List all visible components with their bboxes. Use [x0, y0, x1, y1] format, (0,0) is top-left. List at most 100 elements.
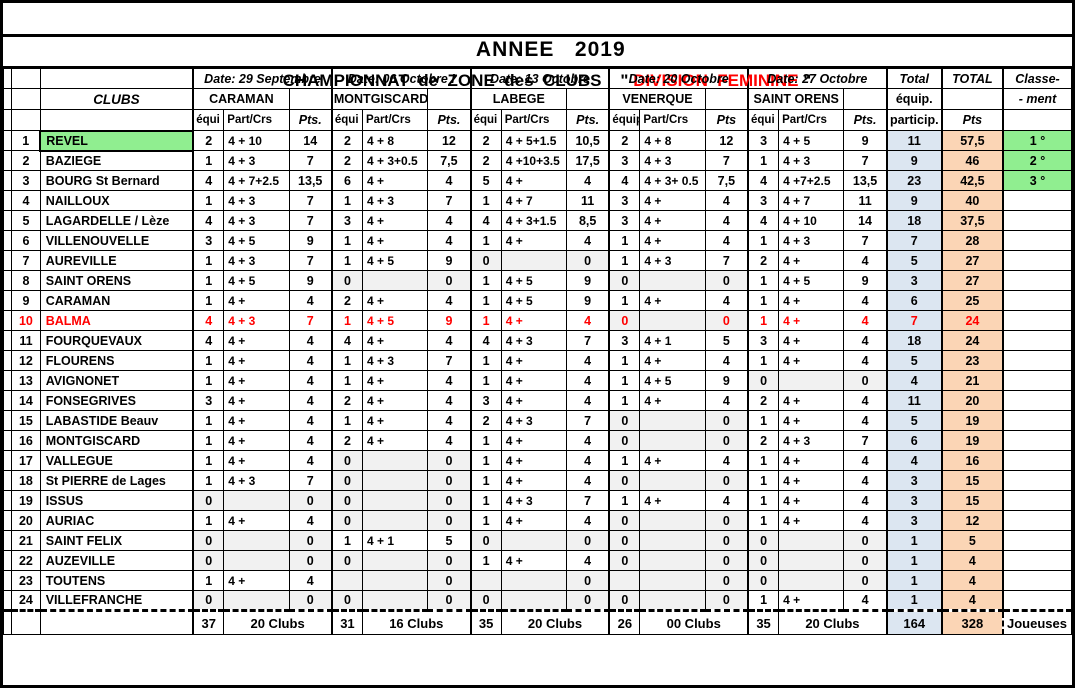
cell-equipes: 1: [469, 290, 502, 311]
results-table: Date: 29 Septembre Date: 06 Octobre I Da…: [2, 66, 1072, 635]
cell-part-crs: [223, 590, 290, 611]
cell-equipes: 2: [330, 130, 363, 151]
cell-pts: 7,5: [704, 170, 749, 191]
subheader-equipes: équi: [747, 109, 780, 131]
cell-pts: 7: [565, 330, 610, 351]
cell-pts: 7: [288, 470, 333, 491]
cell-pts: 0: [288, 490, 333, 511]
cell-part-crs: 4 + 3: [223, 470, 290, 491]
rank-header-line3: [1001, 109, 1072, 131]
club-name: AURIAC: [39, 510, 194, 531]
cell-pts: 4: [843, 510, 888, 531]
cell-pts: 0: [427, 490, 472, 511]
cell-equipes: 0: [608, 310, 641, 331]
footer-clubs-count: 00 Clubs: [639, 609, 749, 635]
cell-equipes: 3: [330, 210, 363, 231]
cell-pts: 4: [288, 370, 333, 391]
row-number: 10: [11, 310, 41, 331]
cell-total-pts: 16: [940, 450, 1004, 471]
cell-part-crs: [223, 530, 290, 551]
cell-part-crs: [361, 470, 429, 491]
subheader-equipes: équi: [469, 109, 502, 131]
cell-part-crs: 4 +7+2.5: [778, 170, 845, 191]
cell-equipes: 4: [192, 170, 225, 191]
cell-total-particip: 7: [885, 230, 943, 251]
cell-part-crs: 4 + 3: [778, 430, 845, 451]
cell-pts: 4: [288, 450, 333, 471]
row-number: 12: [11, 350, 41, 371]
cell-equipes: 0: [747, 370, 780, 391]
cell-equipes: 1: [747, 490, 780, 511]
cell-part-crs: 4 +: [223, 290, 290, 311]
grand-total-header: TOTAL: [940, 67, 1004, 89]
subheader-pts: Pts.: [565, 109, 610, 131]
cell-total-particip: 6: [885, 430, 943, 451]
cell-equipes: 1: [192, 250, 225, 271]
cell-pts: 9: [843, 270, 888, 291]
cell-pts: 4: [565, 230, 610, 251]
cell-pts: 12: [427, 130, 472, 151]
club-name: FOURQUEVAUX: [39, 330, 194, 351]
spacer-cell: [2, 350, 13, 371]
cell-part-crs: [778, 570, 845, 591]
cell-pts: 7: [288, 310, 333, 331]
cell-pts: 4: [427, 370, 472, 391]
cell-pts: 0: [843, 550, 888, 571]
row-number: 2: [11, 150, 41, 171]
cell-equipes: 3: [608, 190, 641, 211]
cell-equipes: 0: [330, 450, 363, 471]
cell-pts: 7: [843, 150, 888, 171]
cell-part-crs: 4 +: [500, 230, 567, 251]
cell-part-crs: 4 + 3: [500, 330, 567, 351]
cell-equipes: 1: [747, 410, 780, 431]
cell-total-pts: 42,5: [940, 170, 1004, 191]
cell-part-crs: [639, 510, 706, 531]
cell-part-crs: 4 +: [361, 210, 429, 231]
cell-total-particip: 5: [885, 410, 943, 431]
spacer-cell: [2, 170, 13, 191]
club-name: BAZIEGE: [39, 150, 194, 171]
club-name: BALMA: [39, 310, 194, 331]
cell-total-particip: 3: [885, 470, 943, 491]
spacer-cell: [2, 490, 13, 511]
subheader-pts: Pts: [704, 109, 749, 131]
cell-total-particip: 1: [885, 530, 943, 551]
cell-part-crs: [639, 410, 706, 431]
cell-pts: 4: [288, 570, 333, 591]
cell-equipes: 1: [330, 410, 363, 431]
table-row: 13 AVIGNONET 1 4 +4 1 4 +4 1 4 +4 1 4 + 5 9 0 0 4 21: [2, 370, 1072, 391]
subtitle-quote-open: ": [620, 71, 634, 90]
cell-pts: 9: [288, 270, 333, 291]
cell-equipes: 1: [608, 370, 641, 391]
subheader-equipes: équi: [192, 109, 225, 131]
table-row: 22 AUZEVILLE 0 0 0 0 1 4 +4 0 0 0 0 1 4: [2, 550, 1072, 571]
cell-total-particip: 3: [885, 510, 943, 531]
cell-pts: 4: [843, 250, 888, 271]
cell-part-crs: 4 +: [639, 450, 706, 471]
club-name: VALLEGUE: [39, 450, 194, 471]
cell-total-particip: 18: [885, 330, 943, 351]
cell-total-particip: 5: [885, 350, 943, 371]
cell-pts: 4: [843, 330, 888, 351]
cell-pts: 4: [704, 390, 749, 411]
spacer-cell: [2, 609, 13, 635]
cell-part-crs: 4 +: [778, 390, 845, 411]
row-number: 9: [11, 290, 41, 311]
cell-total-pts: 20: [940, 390, 1004, 411]
cell-equipes: [608, 570, 641, 591]
spacer-cell: [2, 590, 13, 611]
cell-total-pts: 4: [940, 590, 1004, 611]
cell-equipes: 1: [747, 510, 780, 531]
cell-equipes: 4: [608, 170, 641, 191]
cell-part-crs: 4 +: [639, 490, 706, 511]
cell-part-crs: 4 + 8: [361, 130, 429, 151]
cell-pts: 9: [565, 290, 610, 311]
cell-part-crs: 4 + 5: [639, 370, 706, 391]
cell-equipes: 1: [747, 270, 780, 291]
cell-part-crs: [361, 450, 429, 471]
cell-part-crs: 4 + 7+2.5: [223, 170, 290, 191]
